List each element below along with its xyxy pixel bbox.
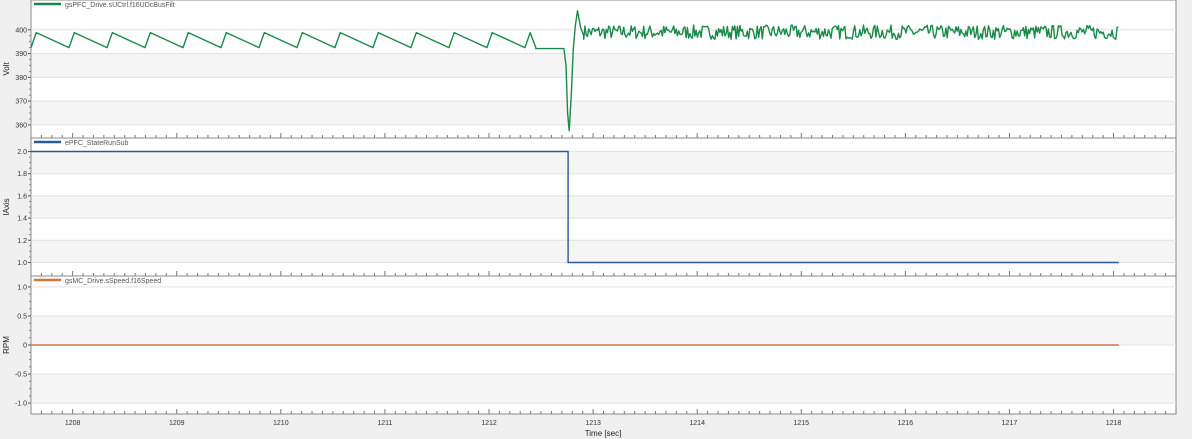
grid-band bbox=[32, 53, 1175, 78]
y-tick-label: 0.5 bbox=[17, 313, 27, 320]
x-tick-label: 1218 bbox=[1106, 420, 1122, 427]
y-tick-label: 2.0 bbox=[17, 149, 27, 156]
y-tick-label: 1.0 bbox=[17, 284, 27, 291]
y-tick-label: 0 bbox=[23, 343, 27, 350]
y-axis-title: Volt bbox=[2, 62, 11, 76]
y-axis-title: RPM bbox=[2, 336, 11, 354]
chart-panels: 360 370 380 390 400 Volt gsPFC_Drive.sUCtrl.f1… bbox=[2, 0, 1177, 415]
x-tick-label: 1217 bbox=[1002, 420, 1018, 427]
legend-label: ePFC_StateRunSub bbox=[65, 140, 129, 147]
chart-panel-3: -1.0 -0.5 0 0.5 1.0 RPM gsMC_Drive.sSpeed.f16S… bbox=[2, 275, 1177, 415]
grid-band bbox=[32, 374, 1175, 404]
x-tick-label: 1213 bbox=[585, 420, 601, 427]
legend: gsMC_Drive.sSpeed.f16Speed bbox=[34, 278, 161, 285]
y-tick-label: 1.4 bbox=[17, 216, 27, 223]
legend-label: gsPFC_Drive.sUCtrl.f16UDcBusFilt bbox=[65, 2, 175, 9]
x-tick-label: 1210 bbox=[273, 420, 289, 427]
y-tick-label: 1.8 bbox=[17, 171, 27, 178]
x-axis: 1208 1209 1210 1211 1212 1213 1214 1215 1216 1217… bbox=[65, 420, 1122, 427]
x-tick-label: 1211 bbox=[377, 420, 392, 427]
legend: ePFC_StateRunSub bbox=[34, 140, 129, 147]
y-tick-label: 400 bbox=[15, 27, 27, 34]
grid-band bbox=[32, 195, 1175, 219]
grid-band bbox=[32, 151, 1175, 174]
grid-band bbox=[32, 240, 1175, 263]
series-line bbox=[31, 150, 1119, 264]
grid-band bbox=[32, 315, 1175, 345]
y-tick-label: 360 bbox=[15, 122, 27, 129]
y-tick-label: -0.5 bbox=[15, 372, 27, 379]
x-tick-label: 1209 bbox=[169, 420, 185, 427]
y-tick-label: 1.2 bbox=[17, 238, 27, 245]
chart-panel-2: 1.0 1.2 1.4 1.6 1.8 2.0 IAxis ePFC_StateRunSub bbox=[2, 137, 1177, 277]
chart-panel-1: 360 370 380 390 400 Volt gsPFC_Drive.sUCtrl.f1… bbox=[2, 0, 1177, 139]
x-axis-title: Time [sec] bbox=[585, 429, 622, 438]
y-tick-label: 1.0 bbox=[17, 260, 27, 267]
y-axis-title: IAxis bbox=[2, 198, 11, 215]
x-tick-label: 1215 bbox=[793, 420, 809, 427]
y-tick-label: 1.6 bbox=[17, 193, 27, 200]
series-line bbox=[30, 10, 1119, 132]
y-tick-label: -1.0 bbox=[15, 401, 27, 408]
grid-band bbox=[32, 101, 1175, 125]
x-tick-label: 1216 bbox=[898, 420, 914, 427]
y-tick-label: 390 bbox=[15, 51, 27, 58]
legend: gsPFC_Drive.sUCtrl.f16UDcBusFilt bbox=[34, 2, 175, 9]
y-tick-label: 380 bbox=[15, 75, 27, 82]
legend-label: gsMC_Drive.sSpeed.f16Speed bbox=[65, 278, 161, 285]
y-tick-label: 370 bbox=[15, 99, 27, 106]
x-tick-label: 1212 bbox=[481, 420, 497, 427]
x-tick-label: 1208 bbox=[65, 420, 81, 427]
x-tick-label: 1214 bbox=[689, 420, 705, 427]
